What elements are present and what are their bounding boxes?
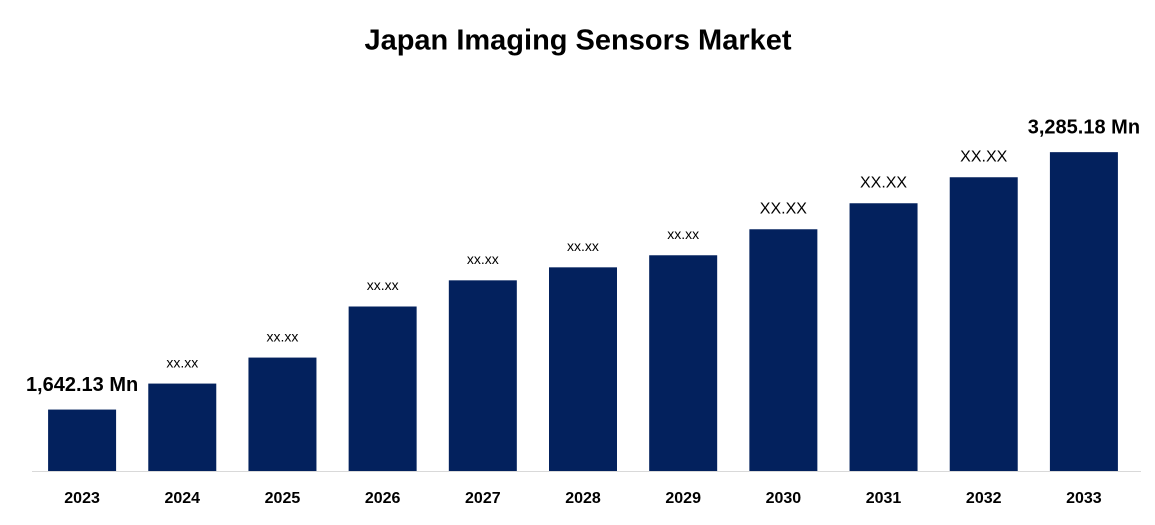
value-label: xx.xx xyxy=(667,226,699,242)
bar xyxy=(448,280,517,471)
x-tick-label: 2026 xyxy=(365,490,401,507)
x-tick-label: 2025 xyxy=(265,490,301,507)
x-tick-label: 2030 xyxy=(766,490,802,507)
value-label: xx.xx xyxy=(367,277,399,293)
x-tick-label: 2032 xyxy=(966,490,1002,507)
value-label: xx.xx xyxy=(267,328,299,344)
bar xyxy=(48,409,117,471)
x-tick-label: 2023 xyxy=(64,490,100,507)
x-tick-label: 2031 xyxy=(866,490,902,507)
x-tick-label: 2024 xyxy=(164,490,200,507)
bar xyxy=(949,177,1018,471)
bar xyxy=(749,229,818,471)
bar xyxy=(248,357,317,471)
bar xyxy=(849,203,918,472)
value-label: XX.XX xyxy=(960,148,1007,165)
bar xyxy=(549,267,617,471)
x-tick-label: 2029 xyxy=(665,490,701,507)
x-tick-label: 2033 xyxy=(1066,490,1102,507)
bar xyxy=(1049,152,1118,471)
value-label: XX.XX xyxy=(860,174,907,191)
value-label: 3,285.18 Mn xyxy=(1028,116,1140,138)
x-tick-label: 2027 xyxy=(465,490,501,507)
value-label: XX.XX xyxy=(760,200,807,217)
bar xyxy=(348,306,417,471)
chart-title: Japan Imaging Sensors Market xyxy=(364,25,791,57)
value-label: xx.xx xyxy=(567,238,599,254)
bar xyxy=(649,255,718,471)
x-tick-label: 2028 xyxy=(565,490,601,507)
value-label: xx.xx xyxy=(166,354,198,370)
bar xyxy=(148,383,217,471)
value-label: xx.xx xyxy=(467,251,499,267)
value-label: 1,642.13 Mn xyxy=(26,374,138,396)
